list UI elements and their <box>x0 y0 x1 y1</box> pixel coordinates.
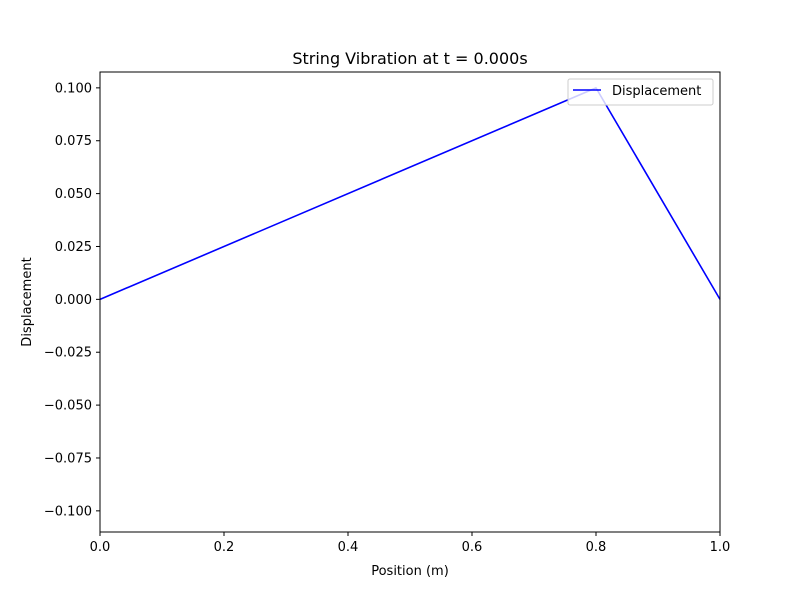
y-tick-label: 0.100 <box>55 81 92 96</box>
chart-title: String Vibration at t = 0.000s <box>292 49 527 68</box>
x-axis-ticks: 0.0 0.2 0.4 0.6 0.8 1.0 <box>90 532 731 555</box>
legend: Displacement <box>567 78 714 106</box>
y-tick-label: 0.000 <box>55 293 92 308</box>
legend-box <box>567 78 714 106</box>
x-tick-label: 1.0 <box>710 540 731 555</box>
x-tick-label: 0.0 <box>90 540 111 555</box>
y-tick-label: −0.050 <box>44 399 92 414</box>
legend-label-displacement: Displacement <box>612 84 701 99</box>
x-tick-label: 0.2 <box>214 540 235 555</box>
plot-frame <box>99 71 721 533</box>
y-axis-ticks: −0.100 −0.075 −0.050 −0.025 0.000 0.025 0.050 0… <box>44 81 100 519</box>
y-tick-label: −0.025 <box>44 346 92 361</box>
x-tick-label: 0.4 <box>338 540 359 555</box>
y-tick-label: 0.050 <box>55 187 92 202</box>
x-tick-label: 0.8 <box>586 540 607 555</box>
y-axis-label: Displacement <box>20 257 35 346</box>
x-axis-label: Position (m) <box>371 564 449 579</box>
y-tick-label: 0.075 <box>55 134 92 149</box>
y-tick-label: −0.100 <box>44 504 92 519</box>
x-tick-label: 0.6 <box>462 540 483 555</box>
plot-area-background <box>100 72 720 532</box>
y-tick-label: 0.025 <box>55 240 92 255</box>
y-tick-label: −0.075 <box>44 451 92 466</box>
